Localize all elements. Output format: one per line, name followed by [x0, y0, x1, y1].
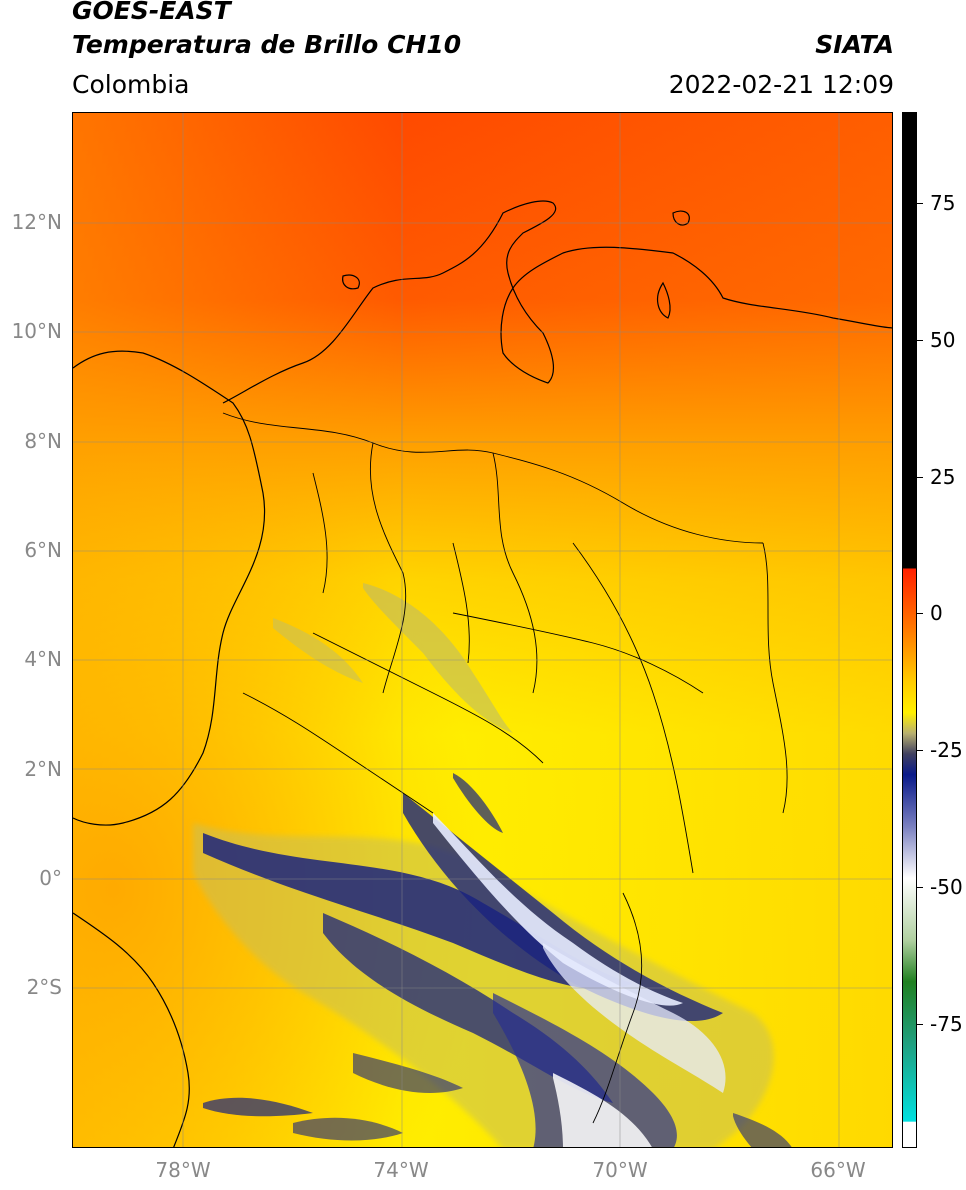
lat-label-0: 0°: [39, 866, 62, 890]
colorbar-tick-0: [917, 613, 923, 614]
colorbar-tick-25: [917, 477, 923, 478]
coastlines: [73, 200, 892, 1147]
lat-label-2N: 2°N: [24, 757, 62, 781]
lat-label-6N: 6°N: [24, 538, 62, 562]
colorbar-tick-neg25: [917, 750, 923, 751]
region-label: Colombia: [72, 70, 190, 99]
colorbar-label-75: 75: [930, 191, 956, 215]
colorbar-label-neg25: -25: [930, 738, 963, 762]
org-label: SIATA: [815, 30, 894, 59]
colorbar: [902, 112, 917, 1148]
lat-label-4N: 4°N: [24, 647, 62, 671]
colorbar-label-neg75: -75: [930, 1012, 963, 1036]
lon-label-70W: 70°W: [592, 1158, 648, 1182]
lon-label-74W: 74°W: [373, 1158, 429, 1182]
satellite-title: GOES-EAST: [72, 0, 231, 25]
colorbar-gradient: [903, 113, 916, 1147]
lat-label-2S: 2°S: [26, 975, 62, 999]
brightness-temperature-map: [72, 112, 893, 1148]
product-title: Temperatura de Brillo CH10: [72, 30, 462, 59]
lat-label-12N: 12°N: [11, 210, 62, 234]
lat-label-10N: 10°N: [11, 319, 62, 343]
lat-label-8N: 8°N: [24, 429, 62, 453]
colorbar-tick-75: [917, 203, 923, 204]
gridlines: [73, 113, 892, 1147]
lon-label-78W: 78°W: [155, 1158, 211, 1182]
colorbar-tick-neg75: [917, 1024, 923, 1025]
map-svg: [73, 113, 892, 1147]
colorbar-tick-neg50: [917, 887, 923, 888]
colorbar-tick-50: [917, 340, 923, 341]
lon-label-66W: 66°W: [810, 1158, 866, 1182]
colorbar-label-neg50: -50: [930, 875, 963, 899]
colorbar-label-0: 0: [930, 601, 943, 625]
colorbar-label-25: 25: [930, 465, 956, 489]
admin-borders: [222, 412, 788, 1124]
datetime-label: 2022-02-21 12:09: [668, 70, 894, 99]
colorbar-label-50: 50: [930, 328, 956, 352]
cold-cloud-band: [193, 583, 792, 1147]
